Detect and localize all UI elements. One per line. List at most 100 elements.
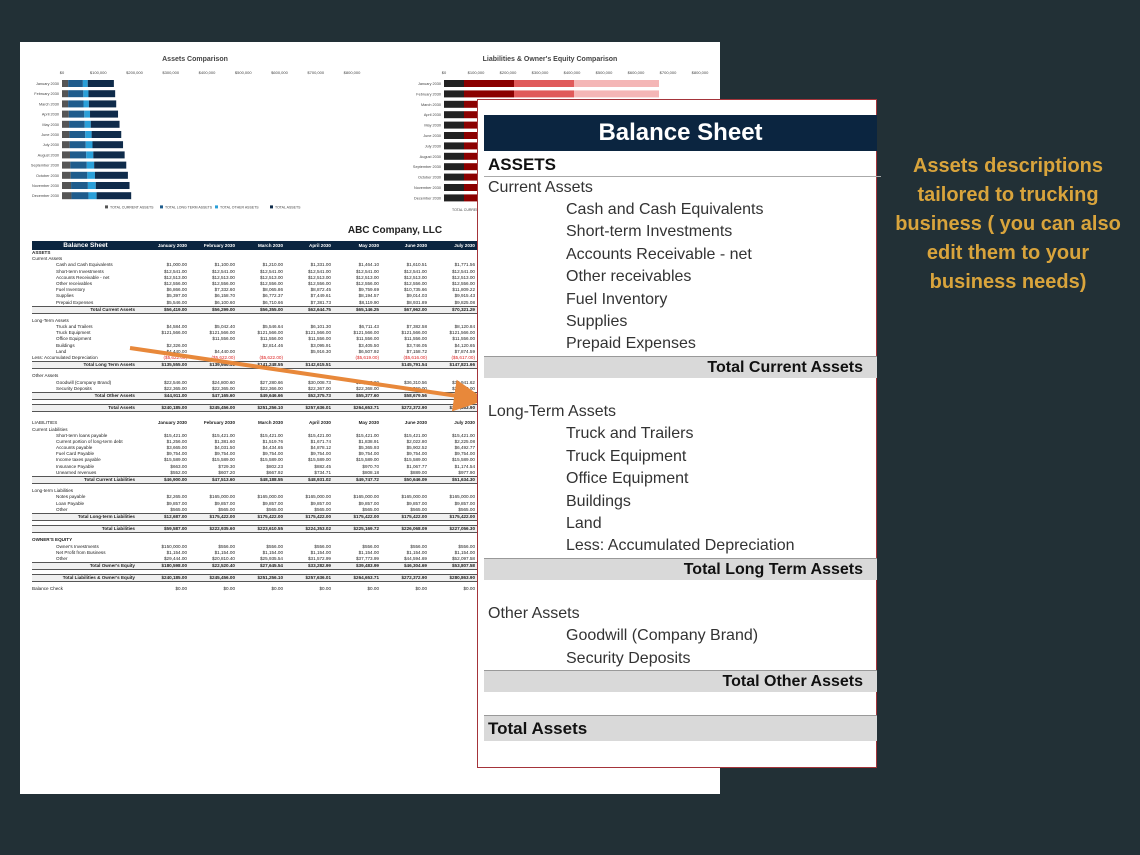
sheet-row: Long-Term Assets <box>32 318 477 324</box>
cell-value: $1,154.00 <box>454 549 475 555</box>
bar-segment <box>86 151 94 159</box>
sheet-row: Fuel Inventory $6,866.00 $7,332.60 $8,065.8… <box>32 287 477 293</box>
row-label: Prepaid Expenses <box>56 299 94 305</box>
y-tick-label: September 2030 <box>31 164 59 168</box>
bar-segment <box>87 80 114 87</box>
cell-value: $49,747.72 <box>356 477 379 482</box>
cell-value: $223,610.55 <box>257 526 283 532</box>
row-label: Short-term Investments <box>56 268 104 274</box>
cell-value: $240,185.00 <box>161 405 187 411</box>
cell-value: $15,421.00 <box>308 432 331 438</box>
cell-value: $556.00 <box>362 543 379 549</box>
bar-segment <box>444 121 464 129</box>
cell-value: $6,101.30 <box>310 324 331 330</box>
cell-value: $889.00 <box>410 469 427 475</box>
cell-value: $9,857.00 <box>262 500 283 506</box>
cell-value: $264,653.71 <box>353 575 379 581</box>
bar-segment <box>62 161 71 169</box>
cell-value: $12,513.00 <box>356 274 379 280</box>
cell-value: $65,146.25 <box>356 306 379 312</box>
cell-value: $67,962.00 <box>404 306 427 312</box>
cell-value: $12,513.00 <box>260 274 283 280</box>
cell-value: $27,645.54 <box>260 563 283 569</box>
other-asset-item: Security Deposits <box>566 650 691 667</box>
liabilities-chart-title: Liabilities & Owner's Equity Comparison <box>482 56 618 63</box>
sheet-row: Other receivables $12,556.00 $12,556.00 $12… <box>32 281 477 287</box>
row-label: Other <box>56 555 68 561</box>
cell-value: $556.00 <box>458 543 475 549</box>
sheet-row: Current portion of long-term debt $1,256.… <box>32 439 477 445</box>
bar-segment <box>93 151 125 159</box>
legend-label: TOTAL CURRENT ASSETS <box>110 205 154 209</box>
bar-segment <box>444 111 464 119</box>
row-label: Land <box>56 348 67 354</box>
bar-segment <box>90 110 119 118</box>
cell-value: $565.00 <box>266 506 283 512</box>
bar-segment <box>85 141 93 149</box>
x-tick-label: $300,000 <box>532 70 549 75</box>
bar-segment <box>464 90 514 98</box>
cell-value: $15,421.00 <box>404 432 427 438</box>
cell-value: $121,566.00 <box>401 330 427 336</box>
cell-value: $222,935.60 <box>209 526 235 532</box>
x-tick-label: $700,000 <box>307 70 324 75</box>
cell-value: $1,256.00 <box>166 438 187 444</box>
cell-value: $15,421.00 <box>164 432 187 438</box>
cell-value: $6,158.70 <box>214 293 235 299</box>
cell-value: $1,067.77 <box>406 463 427 469</box>
cell-value: $62,644.75 <box>308 306 331 312</box>
row-label: Less: Accumulated Depreciation <box>32 355 98 360</box>
cell-value: January 2030 <box>157 420 187 426</box>
bar-segment <box>86 161 95 169</box>
sheet-row: Income taxes payable $15,589.00 $15,589.00… <box>32 457 477 463</box>
y-tick-label: November 2030 <box>414 186 441 190</box>
bar-segment <box>62 182 72 189</box>
row-label: Security Deposits <box>56 385 92 391</box>
row-label: Net Profit from Business <box>56 549 106 555</box>
y-tick-label: August 2030 <box>420 155 441 159</box>
row-label: OWNER'S EQUITY <box>32 537 73 543</box>
month-header: June 2030 <box>404 243 427 248</box>
sheet-row: Net Profit from Business $1,154.00 $1,154.… <box>32 550 477 556</box>
cell-value: $9,857.00 <box>214 500 235 506</box>
row-label: Total Current Liabilities <box>84 477 135 482</box>
cell-value: $27,280.66 <box>260 379 283 385</box>
row-label: Unearned revenues <box>56 469 97 475</box>
cell-value: $141,248.55 <box>257 362 283 368</box>
cell-value: $5,546.64 <box>262 324 283 330</box>
row-label: Long-term Liabilities <box>32 488 74 494</box>
bar-segment <box>62 192 72 200</box>
cell-value: $11,809.22 <box>452 287 475 293</box>
cell-value: $4,031.50 <box>214 445 235 451</box>
cell-value: $12,541.00 <box>212 268 235 274</box>
cell-value: $4,440.00 <box>214 348 235 354</box>
bar-segment <box>84 120 91 128</box>
cell-value: $1,381.60 <box>214 438 235 444</box>
y-tick-label: March 2030 <box>39 102 59 106</box>
cell-value: $2,265.00 <box>166 494 187 500</box>
cell-value: $55,377.60 <box>356 392 379 398</box>
cell-value: $12,513.00 <box>212 274 235 280</box>
sheet-row: Supplies $5,397.00 $6,158.70 $6,772.37 $7,44… <box>32 293 477 299</box>
row-label: Current portion of long-term debt <box>56 438 123 444</box>
cell-value: $9,014.03 <box>406 293 427 299</box>
cell-value: $882.45 <box>314 463 331 469</box>
balance-sheet-title: Balance Sheet <box>63 242 108 249</box>
cell-value: $11,556.00 <box>404 336 427 342</box>
cell-value: $0.00 <box>367 586 380 592</box>
bar-segment <box>68 90 84 98</box>
bar-segment <box>514 80 574 87</box>
current-asset-item: Cash and Cash Equivalents <box>566 201 764 218</box>
sheet-row: Loan Payable $9,857.00 $9,857.00 $9,857.00 $… <box>32 501 477 507</box>
cell-value: $12,541.00 <box>452 268 475 274</box>
cell-value: $165,000.00 <box>305 494 331 500</box>
current-assets-label: Current Assets <box>488 179 593 196</box>
cell-value: $2,326.00 <box>166 342 187 348</box>
cell-value: $280,863.90 <box>449 575 475 581</box>
row-label: Total Owner's Equity <box>89 563 135 569</box>
bar-segment <box>83 100 89 108</box>
sheet-row: OWNER'S EQUITY <box>32 537 477 543</box>
cell-value: $251,256.10 <box>257 575 283 581</box>
sheet-row: Total Current Liabilities $46,900.00 $47,5… <box>32 476 477 485</box>
cell-value: $2,225.08 <box>454 438 475 444</box>
